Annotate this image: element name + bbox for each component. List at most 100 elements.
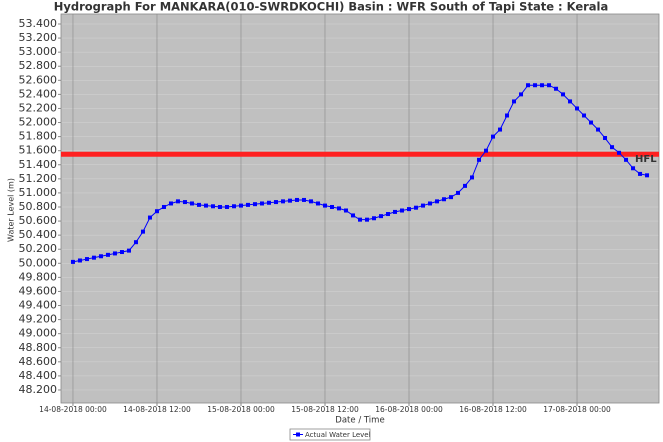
legend: Actual Water Level [289,428,371,441]
data-point [575,106,580,111]
x-tick-label: 16-08-2018 00:00 [375,405,443,414]
data-point [322,203,327,208]
data-point [182,200,187,205]
data-point [301,197,306,202]
x-tick-label: 15-08-2018 00:00 [207,405,275,414]
data-point [350,213,355,218]
y-tick-label: 50.400 [19,228,58,241]
plot-border [60,13,660,404]
data-point [505,113,510,118]
data-point [491,134,496,139]
data-point [119,250,124,255]
data-point [582,113,587,118]
data-point [343,208,348,213]
legend-label: Actual Water Level [305,431,371,439]
data-point [196,202,201,207]
data-point [603,136,608,141]
y-tick-label: 52.600 [19,73,58,86]
data-point [329,204,334,209]
data-point [645,173,650,178]
data-point [568,99,573,104]
data-point [336,206,341,211]
y-axis-label: Water Level (m) [7,178,16,242]
data-point [294,197,299,202]
y-tick-label: 48.200 [19,383,58,396]
data-point [175,199,180,204]
data-point [77,258,82,263]
data-point [133,240,138,245]
y-tick-label: 52.200 [19,101,58,114]
data-point [456,190,461,195]
y-tick-label: 51.000 [19,186,58,199]
y-tick-label: 50.600 [19,214,58,227]
y-tick-label: 49.000 [19,327,58,340]
data-point [308,199,313,204]
data-point [400,208,405,213]
y-tick-label: 52.000 [19,116,58,129]
y-tick-label: 50.800 [19,200,58,213]
x-tick-label: 16-08-2018 12:00 [459,405,527,414]
data-point [252,202,257,207]
data-point [105,252,110,257]
data-point [624,157,629,162]
data-point [168,201,173,206]
legend-box [289,428,371,441]
data-point [414,205,419,210]
data-point [315,201,320,206]
data-point [189,201,194,206]
data-point [498,127,503,132]
y-tick-label: 49.400 [19,299,58,312]
y-tick-label: 53.000 [19,45,58,58]
data-point [421,203,426,208]
y-tick-label: 49.800 [19,270,58,283]
data-point [561,92,566,97]
data-point [84,257,89,262]
data-point [273,200,278,205]
data-point [589,120,594,125]
data-point [245,202,250,207]
threshold-label: HFL [635,154,657,165]
y-tick-label: 51.400 [19,158,58,171]
plot-area [61,14,659,403]
data-point [533,83,538,88]
data-point [358,217,362,222]
data-point [638,171,643,176]
y-tick-label: 50.000 [19,256,58,269]
y-tick-label: 51.200 [19,172,58,185]
data-point [280,199,285,204]
x-tick-label: 14-08-2018 12:00 [123,405,191,414]
data-point [259,201,264,206]
y-tick-label: 48.600 [19,355,58,368]
data-point [210,204,215,209]
data-point [217,204,222,209]
x-tick-label: 15-08-2018 12:00 [291,405,359,414]
data-point [484,148,489,153]
data-point [554,86,559,91]
data-point [435,199,440,204]
data-point [365,217,370,222]
data-point [266,200,271,205]
y-tick-label: 48.800 [19,341,58,354]
data-point [231,204,236,209]
data-point [140,229,145,234]
data-point [547,83,552,88]
data-point [610,145,615,150]
data-point [91,255,96,260]
data-point [379,214,384,219]
data-point [540,83,545,88]
data-point [372,216,377,221]
y-tick-label: 53.400 [19,17,58,30]
data-point [386,212,391,217]
data-point [126,248,131,253]
data-point [203,203,208,208]
y-tick-label: 51.800 [19,130,58,143]
x-tick-label: 14-08-2018 00:00 [39,405,107,414]
x-axis-label: Date / Time [335,416,384,426]
data-point [596,127,601,132]
y-tick-label: 48.400 [19,369,58,382]
data-point [477,157,482,162]
data-point [449,195,454,200]
y-tick-label: 49.200 [19,313,58,326]
data-point [224,204,229,209]
